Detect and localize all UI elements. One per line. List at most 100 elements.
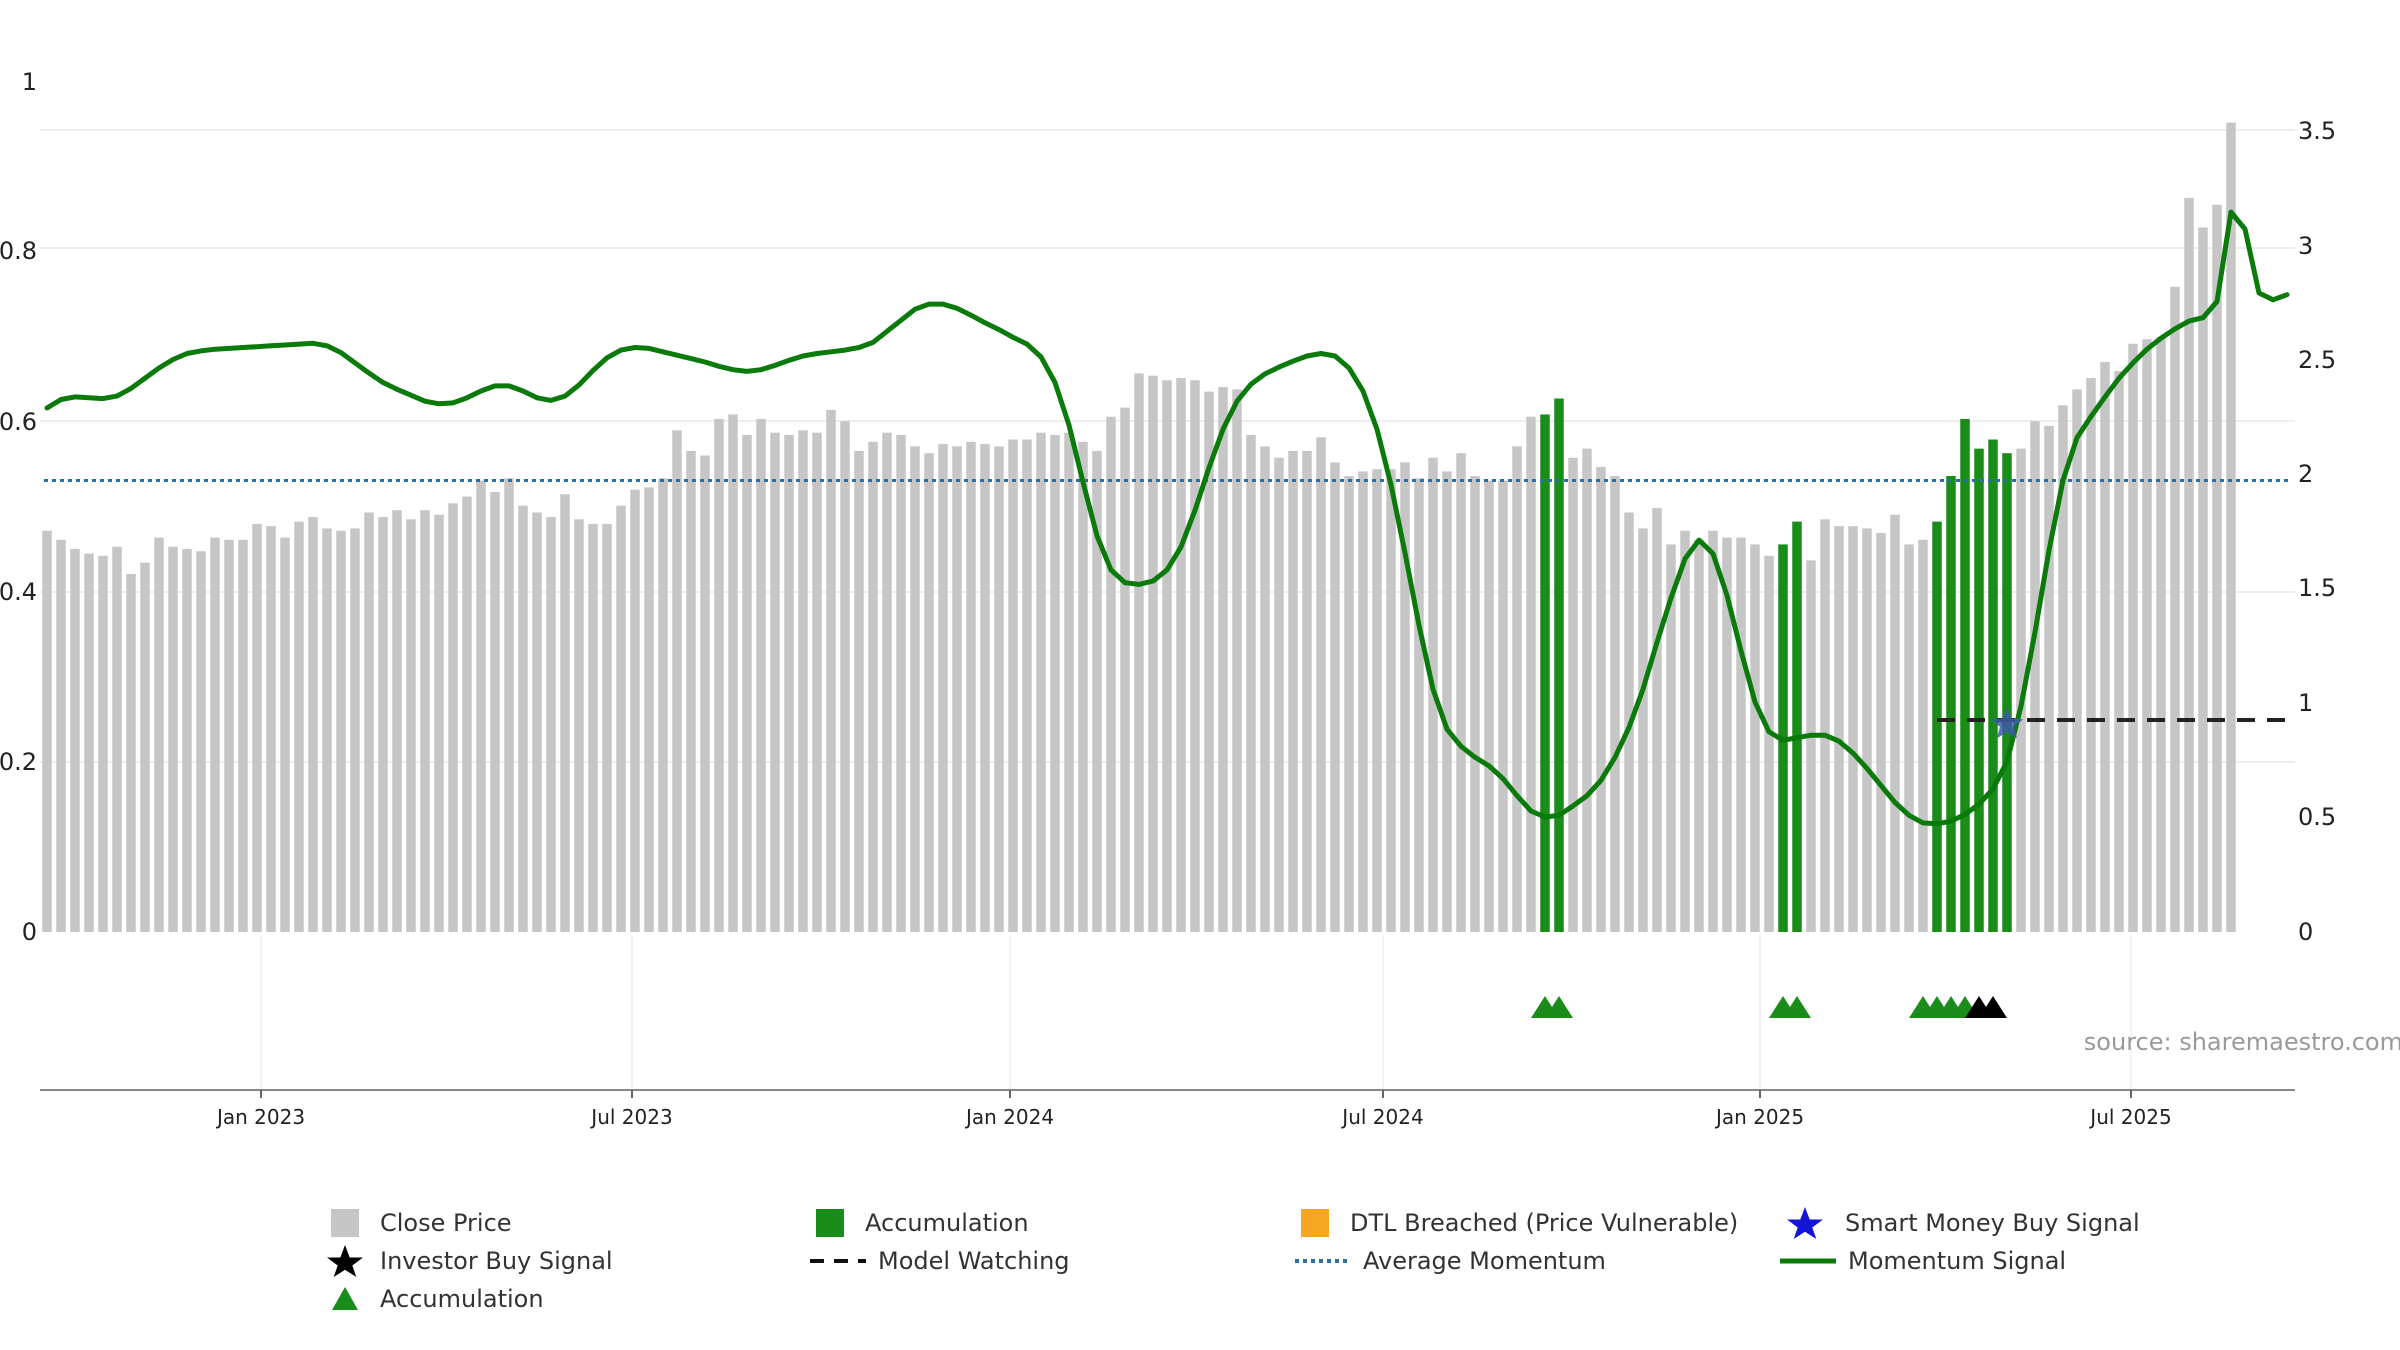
left-tick: 0.2 bbox=[0, 748, 37, 776]
price-bar bbox=[2030, 421, 2040, 932]
price-bar bbox=[1274, 457, 1284, 932]
right-tick: 0.5 bbox=[2298, 803, 2336, 831]
price-bar bbox=[658, 478, 668, 932]
price-bar bbox=[1330, 462, 1340, 932]
right-tick: 3.5 bbox=[2298, 117, 2336, 145]
price-bar bbox=[1666, 544, 1676, 932]
right-tick: 0 bbox=[2298, 918, 2313, 946]
price-bar bbox=[1106, 416, 1116, 933]
accumulation-bar bbox=[1946, 476, 1956, 932]
legend-investor-buy: Investor Buy Signal bbox=[327, 1243, 613, 1279]
price-bar bbox=[1386, 469, 1396, 932]
price-bar bbox=[1022, 439, 1032, 932]
legend-label: Smart Money Buy Signal bbox=[1845, 1209, 2140, 1237]
x-tick-label: Jan 2025 bbox=[1714, 1105, 1804, 1129]
price-bar bbox=[182, 548, 192, 932]
price-bar bbox=[1456, 453, 1466, 932]
price-bar bbox=[1092, 450, 1102, 932]
price-bar bbox=[322, 528, 332, 932]
price-bar bbox=[420, 510, 430, 932]
price-bar bbox=[252, 523, 262, 932]
price-bar bbox=[812, 432, 822, 932]
price-bar bbox=[994, 446, 1004, 932]
price-bar bbox=[1806, 560, 1816, 932]
price-bar bbox=[266, 526, 276, 932]
price-bar bbox=[196, 551, 206, 932]
accumulation-marker bbox=[1783, 996, 1811, 1018]
price-bar bbox=[868, 441, 878, 932]
price-bar bbox=[714, 419, 724, 932]
price-bar bbox=[756, 419, 766, 932]
price-bar bbox=[602, 523, 612, 932]
price-bar bbox=[1064, 432, 1074, 932]
legend-accumulation-marker: Accumulation bbox=[330, 1281, 544, 1317]
price-bar bbox=[1498, 480, 1508, 932]
price-bar bbox=[826, 409, 836, 932]
price-bar bbox=[910, 446, 920, 932]
accumulation-bar bbox=[1554, 398, 1564, 933]
price-bar bbox=[1820, 519, 1830, 932]
legend-label: Close Price bbox=[380, 1209, 512, 1237]
price-bar bbox=[1680, 530, 1690, 932]
accumulation-bar bbox=[1540, 414, 1550, 932]
price-bar bbox=[1260, 446, 1270, 932]
price-bar bbox=[882, 432, 892, 932]
price-bar bbox=[210, 537, 220, 932]
price-bar bbox=[1848, 526, 1858, 932]
price-bar bbox=[406, 519, 416, 932]
price-bar bbox=[364, 512, 374, 932]
legend-momentum-signal: Momentum Signal bbox=[1778, 1243, 2066, 1279]
momentum-chart: 1 0.8 0.6 0.4 0.2 0 3.5 3 2.5 2 1.5 1 0.… bbox=[0, 68, 2400, 1129]
price-bar bbox=[2170, 286, 2180, 932]
price-bar bbox=[966, 441, 976, 932]
price-bar bbox=[1708, 530, 1718, 932]
price-bar bbox=[1834, 526, 1844, 932]
price-bar bbox=[2044, 425, 2054, 932]
price-bar bbox=[588, 523, 598, 932]
price-bar bbox=[1442, 471, 1452, 932]
price-bar bbox=[630, 489, 640, 932]
price-bar bbox=[896, 434, 906, 932]
legend-star-icon bbox=[327, 1245, 363, 1277]
price-bar bbox=[1596, 466, 1606, 932]
accumulation-marker bbox=[1545, 996, 1573, 1018]
right-tick: 1 bbox=[2298, 689, 2313, 717]
legend-dotted-icon bbox=[1295, 1259, 1351, 1263]
price-bar bbox=[2184, 197, 2194, 933]
price-bar bbox=[112, 546, 122, 932]
price-bar bbox=[462, 496, 472, 932]
price-bar bbox=[2100, 362, 2110, 932]
legend-swatch-accumulation bbox=[816, 1209, 844, 1237]
price-bar bbox=[490, 491, 500, 932]
momentum-signal bbox=[44, 209, 2290, 827]
x-tick-label: Jul 2023 bbox=[589, 1105, 672, 1129]
price-bar bbox=[532, 512, 542, 932]
price-bar bbox=[1050, 434, 1060, 932]
legend-label: Accumulation bbox=[865, 1209, 1029, 1237]
legend: Close Price Accumulation DTL Breached (P… bbox=[327, 1205, 2230, 1335]
left-tick: 0 bbox=[22, 918, 37, 946]
left-tick: 0.4 bbox=[0, 578, 37, 606]
price-bar bbox=[238, 539, 248, 932]
price-bar bbox=[938, 444, 948, 932]
x-tick-label: Jan 2023 bbox=[215, 1105, 305, 1129]
price-bar bbox=[952, 446, 962, 932]
price-bar bbox=[1078, 441, 1088, 932]
price-bar bbox=[2058, 405, 2068, 932]
price-bar bbox=[1134, 373, 1144, 932]
price-bar bbox=[2156, 336, 2166, 932]
accumulation-bar bbox=[1960, 419, 1970, 932]
price-bar bbox=[1148, 375, 1158, 932]
price-bar bbox=[1610, 476, 1620, 932]
x-tick-label: Jul 2024 bbox=[1340, 1105, 1423, 1129]
accumulation-bar bbox=[1988, 439, 1998, 932]
left-tick: 0.8 bbox=[0, 237, 37, 265]
price-bar bbox=[1918, 539, 1928, 932]
price-bar bbox=[392, 510, 402, 932]
price-bar bbox=[140, 562, 150, 932]
x-tick-label: Jan 2024 bbox=[964, 1105, 1054, 1129]
legend-dash-icon bbox=[810, 1259, 866, 1263]
price-bar bbox=[1722, 537, 1732, 932]
price-bar bbox=[924, 453, 934, 932]
price-bar bbox=[1302, 450, 1312, 932]
